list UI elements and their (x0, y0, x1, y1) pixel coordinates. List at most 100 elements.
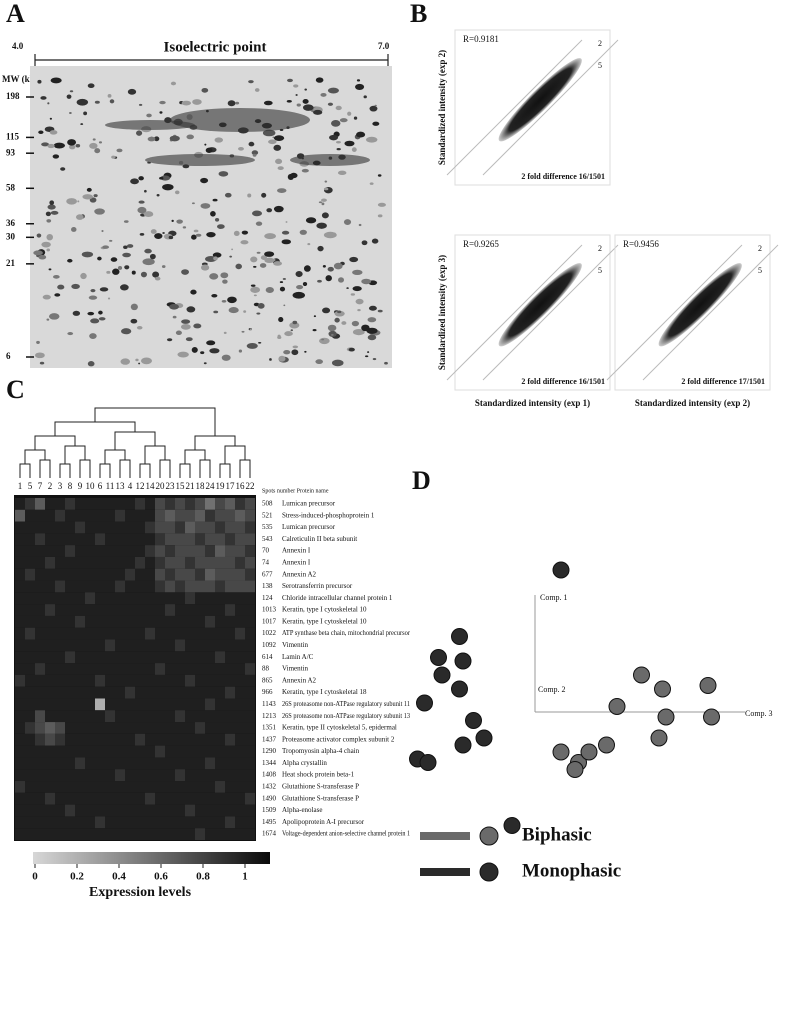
gel-spot (313, 109, 323, 115)
gel-spot (52, 154, 60, 159)
heatmap-cell (245, 498, 255, 510)
gel-spot (305, 217, 317, 224)
heatmap-cell (35, 580, 45, 593)
heatmap-cell (25, 816, 35, 829)
heatmap-cell (55, 733, 65, 746)
heatmap-cell (85, 710, 95, 723)
line-label: 5 (598, 266, 602, 275)
heatmap-cell (35, 498, 45, 510)
gel-spot (277, 188, 287, 193)
heatmap-cell (35, 722, 45, 734)
heatmap-cell (205, 769, 215, 782)
x-label: Standardized intensity (exp 1) (475, 398, 590, 408)
heatmap-cell (195, 509, 205, 522)
gel-spot (251, 150, 259, 156)
gel-spot (201, 87, 209, 93)
heatmap-cell (65, 509, 75, 522)
heatmap-cell (145, 568, 155, 581)
heatmap-cell (185, 663, 195, 675)
heatmap-cell (155, 745, 165, 758)
heatmap-cell (95, 781, 105, 793)
gel-spot (350, 293, 356, 296)
heatmap-cell (235, 828, 245, 840)
gel-spot (98, 310, 103, 315)
gel-spot (170, 81, 177, 86)
heatmap-cell (55, 533, 65, 546)
gel-spot (349, 256, 359, 263)
heatmap-cell (85, 674, 95, 687)
heatmap-cell (165, 580, 175, 593)
heatmap-cell (195, 639, 205, 652)
heatmap-cell (105, 568, 115, 581)
spot-number: 1213 (262, 712, 277, 720)
heatmap-cell (145, 627, 155, 640)
data-point (633, 666, 650, 684)
gel-spot (256, 251, 261, 254)
spot-number: 521 (262, 511, 273, 519)
fold-line (446, 39, 583, 176)
heatmap-cell (85, 533, 95, 546)
line-label: 2 (598, 244, 602, 253)
sample-label: 19 (216, 481, 226, 491)
gel-spot (80, 123, 84, 126)
heatmap-cell (15, 627, 25, 640)
gel-spot (186, 134, 194, 140)
gel-spot (272, 136, 275, 139)
heatmap-cell (155, 710, 165, 723)
heatmap-cell (25, 769, 35, 782)
heatmap-cell (105, 545, 115, 557)
heatmap-cell (105, 733, 115, 746)
gel-spot (142, 258, 155, 266)
heatmap-cell (235, 745, 245, 758)
spot-number: 1408 (262, 771, 277, 779)
heatmap-cell (225, 545, 235, 557)
gel-spot (227, 296, 237, 304)
heatmap-cell (25, 804, 35, 817)
heatmap-cell (15, 521, 25, 534)
fold-label: 2 fold difference 16/1501 (521, 377, 605, 386)
gel-spot (50, 77, 62, 84)
heatmap-cell (115, 828, 125, 840)
heatmap-cell (245, 769, 255, 782)
gel-spot (371, 238, 379, 244)
heatmap-cell (145, 745, 155, 758)
gel-spot (282, 278, 286, 280)
heatmap-cell (165, 592, 175, 605)
gel-spot (209, 348, 220, 354)
protein-name: Glutathione S-transferase P (282, 794, 359, 802)
heatmap-cell (75, 604, 85, 616)
protein-name: Stress-induced-phosphoprotein 1 (282, 511, 375, 519)
heatmap-cell (185, 556, 195, 569)
protein-name: Voltage-dependent anion-selective channe… (282, 830, 410, 838)
heatmap-cell (175, 592, 185, 605)
heatmap-cell (245, 710, 255, 723)
gel-spot (160, 175, 171, 181)
spot-number: 1495 (262, 818, 277, 826)
gel-spot (212, 252, 222, 258)
heatmap-cell (205, 509, 215, 522)
gel-spot (101, 229, 104, 233)
gel-spot (377, 214, 383, 218)
gel-spot (287, 173, 294, 180)
heatmap-cell (55, 804, 65, 817)
heatmap-cell (165, 828, 175, 840)
gel-spot (334, 310, 345, 317)
colorbar (33, 852, 270, 864)
spot-number: 1092 (262, 641, 277, 649)
heatmap-cell (125, 733, 135, 746)
heatmap-cell (35, 733, 45, 746)
heatmap-cell (165, 698, 175, 711)
heatmap-cell (95, 498, 105, 510)
heatmap-cell (125, 710, 135, 723)
heatmap-cell (115, 722, 125, 734)
heatmap-cell (235, 533, 245, 546)
gel-spot (365, 136, 378, 143)
gel-spot (191, 202, 195, 205)
gel-spot (102, 245, 110, 249)
heatmap-cell (125, 674, 135, 687)
heatmap-cell (145, 663, 155, 675)
spot-number: 124 (262, 594, 273, 602)
heatmap-cell (25, 663, 35, 675)
heatmap-cell (105, 804, 115, 817)
heatmap-cell (225, 663, 235, 675)
